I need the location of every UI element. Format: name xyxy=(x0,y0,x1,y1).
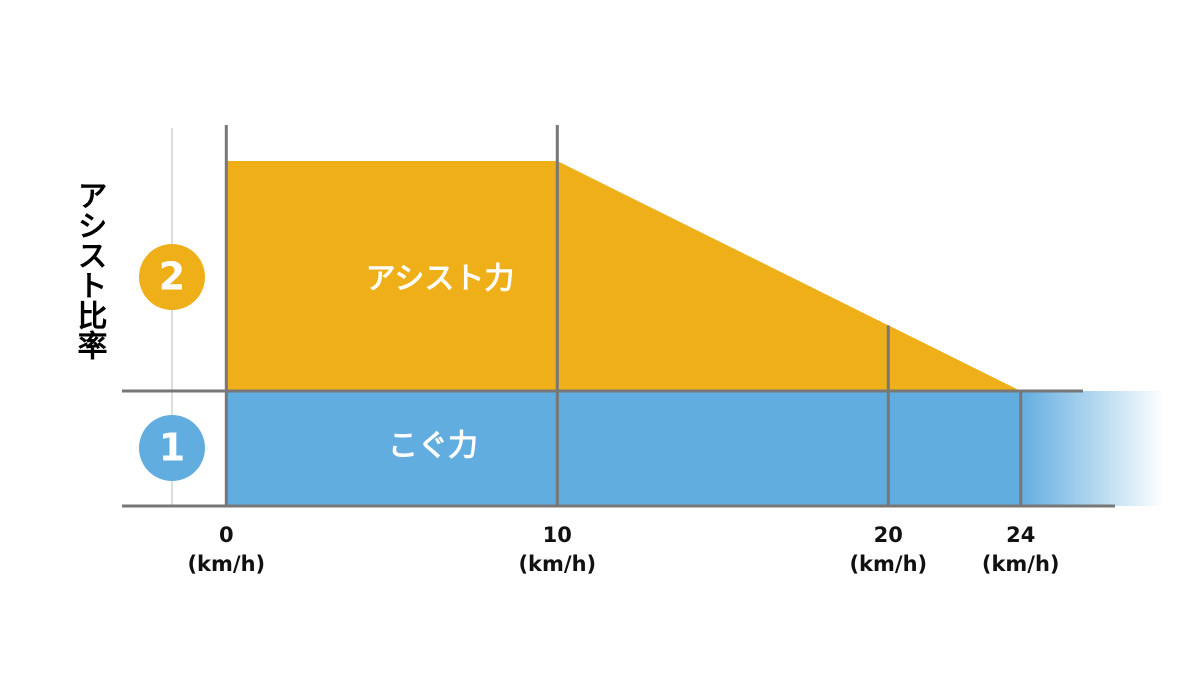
area-pedal xyxy=(226,391,1021,506)
x-tick-label: 20 xyxy=(874,523,903,547)
x-tick-label: 10 xyxy=(543,523,572,547)
x-unit-label: (km/h) xyxy=(849,552,927,576)
fade-band xyxy=(1020,391,1165,506)
badge xyxy=(139,244,205,310)
badge-label: 2 xyxy=(159,255,185,299)
x-unit-label: (km/h) xyxy=(518,552,596,576)
x-unit-label: (km/h) xyxy=(982,552,1060,576)
y-axis-label: アシスト比率 xyxy=(72,180,108,360)
x-tick-label: 0 xyxy=(219,523,234,547)
badge-label: 1 xyxy=(159,426,185,470)
x-tick-label: 24 xyxy=(1006,523,1035,547)
badge xyxy=(139,415,205,481)
series-label: こぐ力 xyxy=(388,429,478,464)
series-label: アシスト力 xyxy=(366,262,515,297)
x-unit-label: (km/h) xyxy=(187,552,265,576)
area-assist xyxy=(226,161,1021,391)
